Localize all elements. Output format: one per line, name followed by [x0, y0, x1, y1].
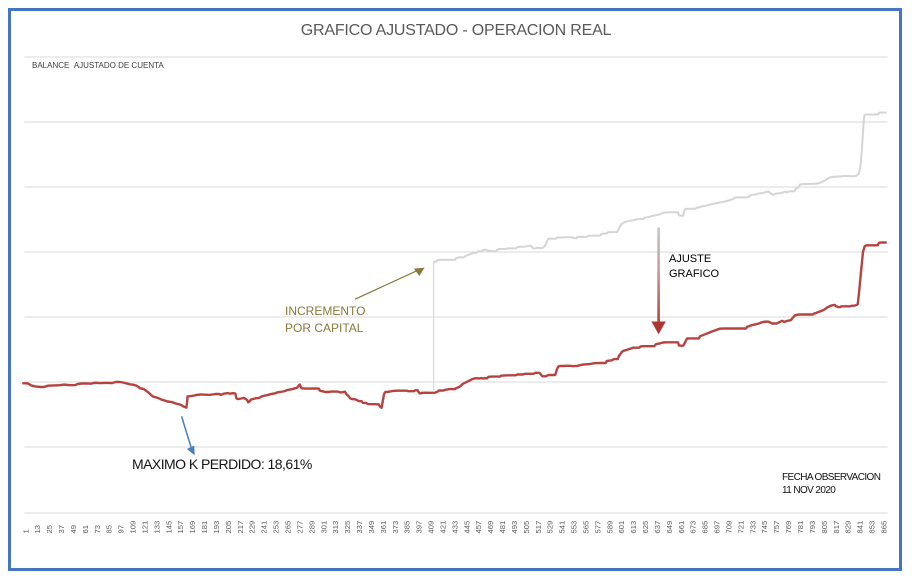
svg-text:757: 757: [772, 521, 781, 534]
svg-text:817: 817: [832, 521, 841, 534]
svg-text:589: 589: [605, 521, 614, 534]
svg-text:661: 661: [677, 521, 686, 534]
svg-text:13: 13: [33, 525, 42, 533]
svg-text:673: 673: [689, 521, 698, 534]
svg-text:769: 769: [784, 521, 793, 534]
svg-text:145: 145: [164, 521, 173, 534]
svg-text:481: 481: [498, 521, 507, 534]
svg-text:97: 97: [117, 525, 126, 533]
svg-text:133: 133: [152, 521, 161, 534]
svg-text:709: 709: [725, 521, 734, 534]
svg-text:253: 253: [272, 521, 281, 534]
svg-text:373: 373: [391, 521, 400, 534]
svg-text:49: 49: [69, 525, 78, 533]
svg-text:781: 781: [796, 521, 805, 534]
svg-text:85: 85: [105, 525, 114, 533]
svg-text:517: 517: [534, 521, 543, 534]
svg-text:601: 601: [617, 521, 626, 534]
svg-text:637: 637: [653, 521, 662, 534]
svg-text:169: 169: [188, 521, 197, 534]
svg-text:229: 229: [248, 521, 257, 534]
svg-text:121: 121: [141, 521, 150, 534]
svg-text:649: 649: [665, 521, 674, 534]
svg-text:337: 337: [355, 521, 364, 534]
svg-text:37: 37: [57, 525, 66, 533]
svg-text:541: 541: [558, 521, 567, 534]
svg-text:397: 397: [415, 521, 424, 534]
svg-text:289: 289: [307, 521, 316, 534]
svg-text:457: 457: [474, 521, 483, 534]
svg-text:265: 265: [284, 521, 293, 534]
svg-text:193: 193: [212, 521, 221, 534]
svg-text:277: 277: [295, 521, 304, 534]
svg-text:613: 613: [629, 521, 638, 534]
svg-text:313: 313: [331, 521, 340, 534]
svg-text:829: 829: [844, 521, 853, 534]
svg-text:445: 445: [462, 521, 471, 534]
svg-text:181: 181: [200, 521, 209, 534]
svg-text:109: 109: [129, 521, 138, 534]
svg-text:553: 553: [570, 521, 579, 534]
svg-text:157: 157: [176, 521, 185, 534]
svg-text:745: 745: [760, 521, 769, 534]
svg-text:325: 325: [343, 521, 352, 534]
svg-text:685: 685: [701, 521, 710, 534]
svg-text:697: 697: [713, 521, 722, 534]
svg-text:73: 73: [93, 525, 102, 533]
svg-text:805: 805: [820, 521, 829, 534]
svg-text:505: 505: [522, 521, 531, 534]
svg-text:217: 217: [236, 521, 245, 534]
svg-text:349: 349: [367, 521, 376, 534]
svg-text:61: 61: [81, 525, 90, 533]
svg-text:421: 421: [438, 521, 447, 534]
svg-text:721: 721: [736, 521, 745, 534]
svg-text:793: 793: [808, 521, 817, 534]
svg-text:529: 529: [546, 521, 555, 534]
svg-text:205: 205: [224, 521, 233, 534]
svg-text:241: 241: [260, 521, 269, 534]
svg-text:301: 301: [319, 521, 328, 534]
svg-text:565: 565: [582, 521, 591, 534]
svg-text:865: 865: [879, 521, 888, 534]
svg-text:361: 361: [379, 521, 388, 534]
svg-text:433: 433: [450, 521, 459, 534]
svg-text:385: 385: [403, 521, 412, 534]
svg-text:733: 733: [748, 521, 757, 534]
svg-text:493: 493: [510, 521, 519, 534]
svg-text:841: 841: [856, 521, 865, 534]
svg-text:1: 1: [21, 529, 30, 533]
svg-text:577: 577: [593, 521, 602, 534]
svg-text:469: 469: [486, 521, 495, 534]
svg-text:853: 853: [868, 521, 877, 534]
svg-text:25: 25: [45, 525, 54, 533]
svg-text:625: 625: [641, 521, 650, 534]
svg-text:409: 409: [427, 521, 436, 534]
